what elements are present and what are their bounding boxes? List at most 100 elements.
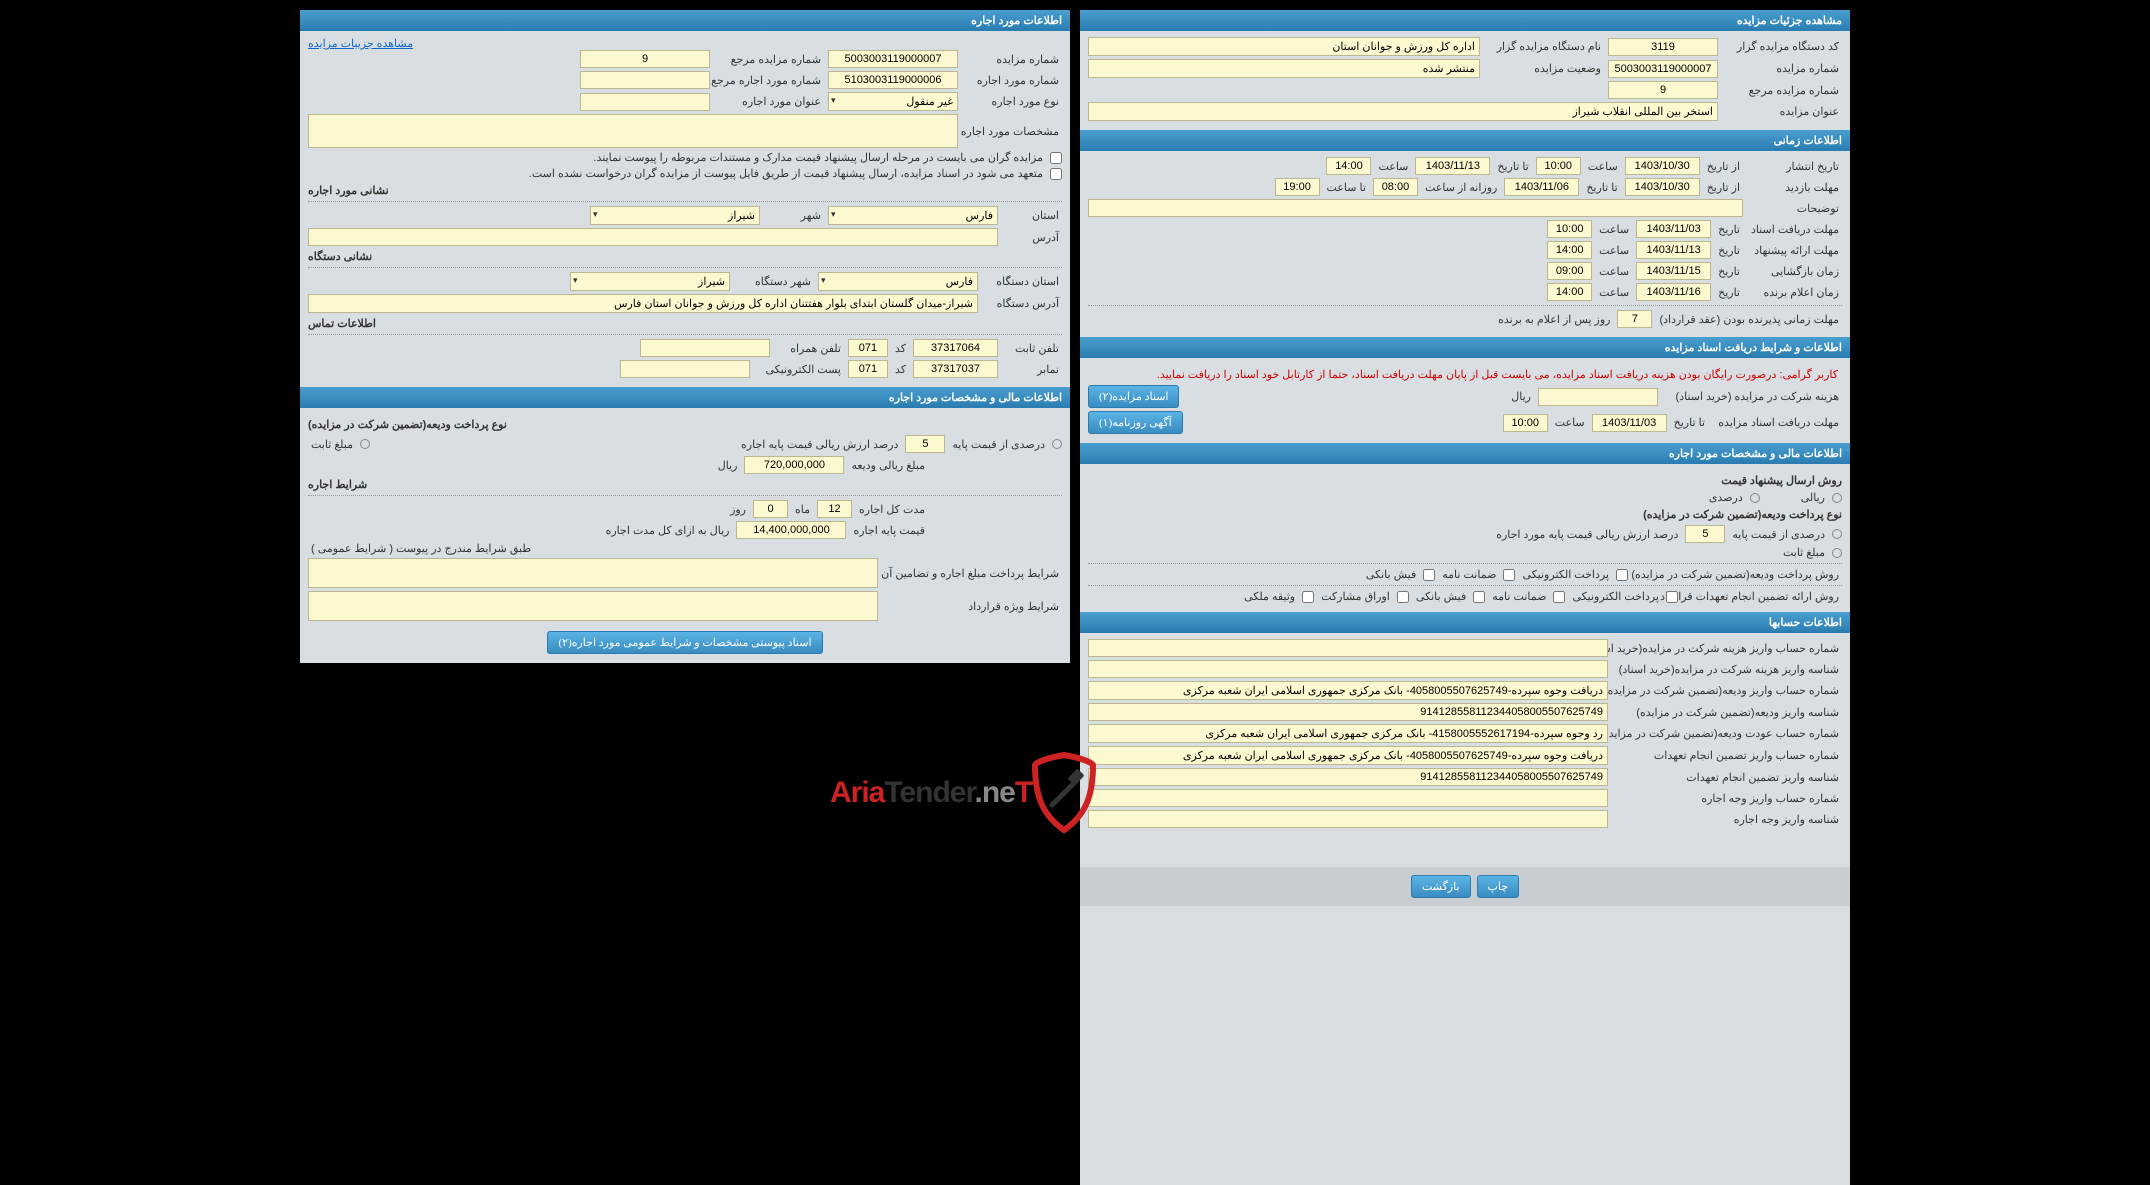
cb-guarantee[interactable]	[1503, 569, 1515, 581]
lbl-terms-ref: طبق شرایط مندرج در پیوست ( شرایط عمومی )	[308, 542, 534, 555]
cb-elec[interactable]	[1616, 569, 1628, 581]
lbl-date4: تاریخ	[1715, 244, 1743, 257]
lbl-email: پست الکترونیکی	[754, 363, 844, 376]
lbl-l-auction-no: شماره مزایده	[962, 53, 1062, 66]
fld-mobile	[640, 339, 770, 357]
lbl-time5: ساعت	[1596, 265, 1632, 278]
lbl-auctioneer-name: نام دستگاه مزایده گزار	[1484, 40, 1604, 53]
fld-rent-title	[580, 93, 710, 111]
fld-acc6: دریافت وجوه سپرده-4058005507625749- بانک…	[1088, 746, 1608, 765]
lbl-daily-from: روزانه از ساعت	[1422, 181, 1500, 194]
lbl-rial2: ریال	[715, 459, 741, 472]
lbl-rent-type: نوع مورد اجاره	[962, 95, 1062, 108]
watermark-logo: AriaTender.neT	[830, 750, 1102, 835]
header-rent-info: اطلاعات مورد اجاره	[300, 10, 1070, 31]
lbl-time2: ساعت	[1375, 160, 1411, 173]
dd-dev-province[interactable]: فارس▾	[818, 272, 978, 291]
chevron-down-icon: ▾	[593, 209, 598, 220]
fld-acc3: دریافت وجوه سپرده-4058005507625749- بانک…	[1088, 681, 1608, 700]
fld-address[interactable]	[308, 228, 998, 246]
fld-dev-addr: شیراز-میدان گلستان ابتدای بلوار هفتتنان …	[308, 294, 978, 313]
chevron-down-icon: ▾	[573, 275, 578, 286]
lbl-cb-bank2: فیش بانکی	[1413, 590, 1469, 603]
cb-papers[interactable]	[1397, 591, 1409, 603]
lbl-bid-deadline: مهلت ارائه پیشنهاد	[1747, 244, 1842, 257]
fld-auction-title: استخر بین المللی انقلاب شیراز	[1088, 102, 1718, 121]
fld-rent-no: 5103003119000006	[828, 71, 958, 89]
lbl-percent-base: درصدی از قیمت پایه	[1729, 528, 1828, 541]
fld-daily-from: 08:00	[1373, 178, 1418, 196]
cb-bank2[interactable]	[1473, 591, 1485, 603]
lbl-deposit-type: نوع پرداخت ودیعه(تضمین شرکت در مزایده)	[1088, 508, 1842, 521]
fld-deposit-amt: 720,000,000	[744, 456, 844, 474]
header-view-details: مشاهده جزئیات مزایده	[1080, 10, 1850, 31]
ta-deposit-terms[interactable]	[308, 558, 878, 588]
lbl-desc: توضیحات	[1747, 202, 1842, 215]
radio-fixed2[interactable]	[360, 439, 370, 449]
cb-bank[interactable]	[1423, 569, 1435, 581]
lbl-cb-bank: فیش بانکی	[1363, 568, 1419, 581]
radio-rial[interactable]	[1832, 493, 1842, 503]
cb-elec2[interactable]	[1666, 591, 1678, 603]
fld-acc2	[1088, 660, 1608, 678]
header-time-info: اطلاعات زمانی	[1080, 130, 1850, 151]
fld-fax-code: 071	[848, 360, 888, 378]
fld-accept-days: 7	[1617, 310, 1652, 328]
fld-auctioneer-name: اداره کل ورزش و جوانان استان	[1088, 37, 1480, 56]
red-notice: کاربر گرامی: درصورت رایگان بودن هزینه در…	[1088, 364, 1842, 385]
lbl-address: آدرس	[1002, 231, 1062, 244]
opt-percent: درصدی	[1706, 491, 1746, 504]
lbl-to-date: تا تاریخ	[1494, 160, 1531, 173]
header-finance: اطلاعات مالی و مشخصات مورد اجاره	[1080, 443, 1850, 464]
cb-note2[interactable]	[1050, 168, 1062, 180]
radio-percent2[interactable]	[1052, 439, 1062, 449]
fld-auctioneer-code: 3119	[1608, 38, 1718, 56]
lbl-rent-title: عنوان مورد اجاره	[714, 95, 824, 108]
cb-note1[interactable]	[1050, 152, 1062, 164]
lbl-addr-rent: نشانی مورد اجاره	[308, 184, 1062, 197]
lbl-rent-ref: شماره مورد اجاره مرجع	[714, 74, 824, 87]
dd-rent-type[interactable]: غیر منقول▾	[828, 92, 958, 111]
lbl-winner: زمان اعلام برنده	[1747, 286, 1842, 299]
btn-attach[interactable]: اسناد پیوستی مشخصات و شرایط عمومی مورد ا…	[547, 631, 822, 654]
cb-property[interactable]	[1302, 591, 1314, 603]
lbl-cb-elec: پرداخت الکترونیکی	[1519, 568, 1612, 581]
header-finance2: اطلاعات مالی و مشخصات مورد اجاره	[300, 387, 1070, 408]
cb-guarantee2[interactable]	[1553, 591, 1565, 603]
dd-province[interactable]: فارس▾	[828, 206, 998, 225]
lbl-rent-spec: مشخصات مورد اجاره	[962, 125, 1062, 138]
radio-percent[interactable]	[1750, 493, 1760, 503]
fld-bid-date: 1403/11/13	[1636, 241, 1711, 259]
lbl-auction-no: شماره مزایده	[1722, 62, 1842, 75]
header-docs: اطلاعات و شرایط دریافت اسناد مزایده	[1080, 337, 1850, 358]
btn-print[interactable]: چاپ	[1477, 875, 1520, 898]
ta-special-terms[interactable]	[308, 591, 878, 621]
lbl-acc3: شماره حساب واریز ودیعه(تضمین شرکت در مزا…	[1612, 684, 1842, 697]
fld-auction-status: منتشر شده	[1088, 59, 1480, 78]
radio-percent-base[interactable]	[1832, 529, 1842, 539]
btn-news[interactable]: آگهی روزنامه(۱)	[1088, 411, 1183, 434]
lbl-participate-cost: هزینه شرکت در مزایده (خرید اسناد)	[1662, 390, 1842, 403]
btn-docs[interactable]: اسناد مزایده(۲)	[1088, 385, 1179, 408]
chevron-down-icon: ▾	[831, 95, 836, 106]
fld-base-price: 14,400,000,000	[736, 521, 846, 539]
link-details[interactable]: مشاهده جزییات مزایده	[308, 38, 413, 50]
lbl-price-method: روش ارسال پیشنهاد قیمت	[1088, 474, 1842, 487]
fld-acc4: 914128558112344058005507625749	[1088, 703, 1608, 721]
lbl-date5: تاریخ	[1715, 265, 1743, 278]
lbl-to-time: تا ساعت	[1324, 181, 1369, 194]
lbl-cb-papers: اوراق مشارکت	[1318, 590, 1393, 603]
lbl-auction-title: عنوان مزایده	[1722, 105, 1842, 118]
lbl-acc8: شماره حساب واریز وجه اجاره	[1612, 792, 1842, 805]
fld-pub-from-date: 1403/10/30	[1625, 157, 1700, 175]
btn-back[interactable]: بازگشت	[1411, 875, 1471, 898]
dd-dev-city[interactable]: شیراز▾	[570, 272, 730, 291]
radio-fixed[interactable]	[1832, 548, 1842, 558]
ta-rent-spec[interactable]	[308, 114, 958, 148]
lbl-acc6: شماره حساب واریز تضمین انجام تعهدات	[1612, 749, 1842, 762]
dd-city[interactable]: شیراز▾	[590, 206, 760, 225]
lbl-from-date2: از تاریخ	[1704, 181, 1743, 194]
fld-pub-to-date: 1403/11/13	[1415, 157, 1490, 175]
fld-fax: 37317037	[913, 360, 998, 378]
lbl-date3: تاریخ	[1715, 223, 1743, 236]
